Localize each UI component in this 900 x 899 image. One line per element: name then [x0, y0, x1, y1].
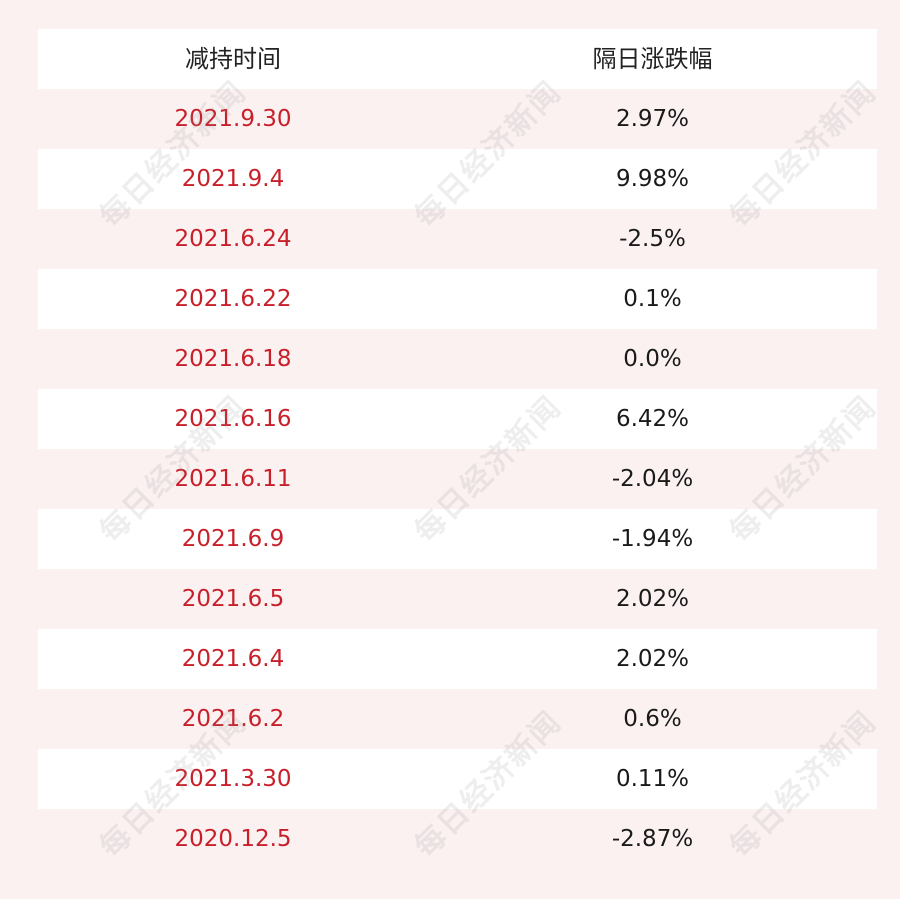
table-header-row: 减持时间 隔日涨跌幅 — [38, 29, 877, 89]
row-date: 2021.6.22 — [174, 286, 292, 312]
row-date: 2021.6.4 — [181, 646, 285, 672]
table-row: 2021.6.9 -1.94% — [38, 509, 877, 569]
row-date: 2021.6.11 — [174, 466, 292, 492]
row-date: 2021.6.16 — [174, 406, 292, 432]
row-date: 2021.3.30 — [174, 766, 292, 792]
row-change: 0.11% — [615, 766, 690, 792]
row-change: -2.87% — [611, 826, 694, 852]
table-row: 2021.6.5 2.02% — [38, 569, 877, 629]
row-change: -2.5% — [619, 226, 686, 252]
row-change: 0.0% — [623, 346, 682, 372]
row-change: 9.98% — [615, 166, 690, 192]
header-date: 减持时间 — [185, 45, 281, 73]
table-row: 2021.9.30 2.97% — [38, 89, 877, 149]
table-row: 2021.6.16 6.42% — [38, 389, 877, 449]
row-change: -1.94% — [611, 526, 694, 552]
table-row: 2021.6.22 0.1% — [38, 269, 877, 329]
table-row: 2021.6.4 2.02% — [38, 629, 877, 689]
row-date: 2021.6.9 — [181, 526, 285, 552]
reduction-table: 减持时间 隔日涨跌幅 2021.9.30 2.97% 2021.9.4 9.98… — [38, 29, 877, 869]
row-change: 2.02% — [615, 586, 690, 612]
table-row: 2020.12.5 -2.87% — [38, 809, 877, 869]
table-row: 2021.3.30 0.11% — [38, 749, 877, 809]
row-change: 2.02% — [615, 646, 690, 672]
table-row: 2021.6.18 0.0% — [38, 329, 877, 389]
row-change: 0.1% — [623, 286, 682, 312]
row-change: 0.6% — [623, 706, 682, 732]
row-change: 6.42% — [615, 406, 690, 432]
row-date: 2021.6.5 — [181, 586, 285, 612]
row-date: 2021.6.18 — [174, 346, 292, 372]
row-date: 2021.6.2 — [181, 706, 285, 732]
header-change: 隔日涨跌幅 — [592, 45, 713, 73]
table-row: 2021.6.2 0.6% — [38, 689, 877, 749]
table-row: 2021.6.24 -2.5% — [38, 209, 877, 269]
row-date: 2021.6.24 — [174, 226, 292, 252]
row-date: 2020.12.5 — [174, 826, 292, 852]
table-row: 2021.6.11 -2.04% — [38, 449, 877, 509]
row-date: 2021.9.4 — [181, 166, 285, 192]
row-date: 2021.9.30 — [174, 106, 292, 132]
row-change: 2.97% — [615, 106, 690, 132]
table-row: 2021.9.4 9.98% — [38, 149, 877, 209]
row-change: -2.04% — [611, 466, 694, 492]
